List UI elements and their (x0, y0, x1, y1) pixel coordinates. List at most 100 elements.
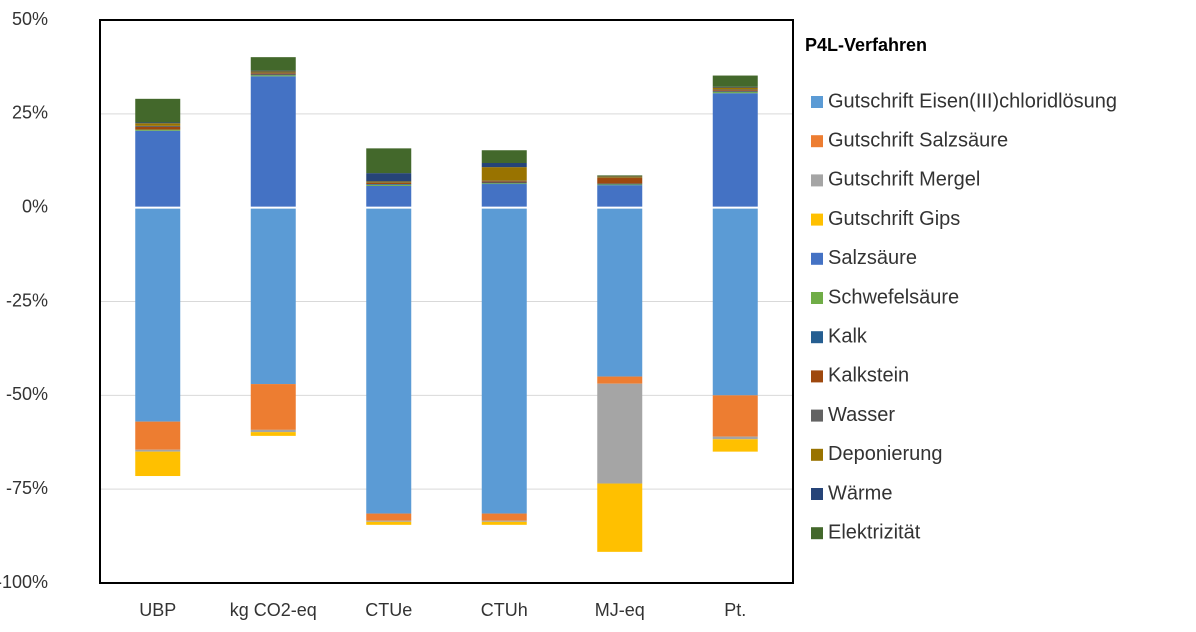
legend-label: Elektrizität (828, 521, 921, 543)
bar-segment (481, 150, 527, 164)
y-tick-label: 25% (12, 103, 48, 123)
bar-segment (366, 148, 412, 174)
bar-segment (250, 384, 296, 430)
bar-segment (366, 521, 412, 525)
y-tick-label: 50% (12, 9, 48, 29)
bar-segment (597, 184, 643, 186)
bar-segment (481, 184, 527, 208)
bar-segment (135, 126, 181, 130)
legend-swatch (811, 135, 823, 148)
bar-segment (597, 376, 643, 384)
y-tick-label: -100% (0, 572, 48, 592)
y-tick-label: -75% (6, 478, 48, 498)
bar-segment (481, 513, 527, 521)
bar-segment (597, 383, 643, 484)
bar-segment (712, 86, 758, 88)
bar-segment (597, 183, 643, 185)
bar-segment (135, 207, 181, 422)
bar-segment (250, 429, 296, 433)
bar-segment (712, 89, 758, 91)
bar-segment (481, 183, 527, 185)
x-tick-label: Pt. (724, 600, 746, 620)
y-tick-label: -50% (6, 384, 48, 404)
bar-segment (366, 184, 412, 185)
y-tick-label: 0% (22, 196, 48, 216)
bar-segment (366, 181, 412, 183)
bar-segment (135, 98, 181, 123)
bar-segment (135, 125, 181, 127)
bar-segment (135, 122, 181, 124)
bar-segment (250, 74, 296, 76)
bar-segment (481, 182, 527, 184)
bar-segment (250, 72, 296, 74)
legend-swatch (811, 409, 823, 422)
bar-segment (712, 87, 758, 90)
x-tick-label: MJ-eq (595, 600, 645, 620)
bar-segment (250, 71, 296, 73)
bar-segment (712, 90, 758, 92)
bar-segment (481, 167, 527, 181)
legend-label: Salzsäure (828, 247, 917, 269)
x-tick-label: kg CO2-eq (230, 600, 317, 620)
x-tick-label: CTUe (365, 600, 412, 620)
bar-segment (481, 163, 527, 168)
bar-segment (135, 129, 181, 131)
legend-swatch (811, 488, 823, 500)
bar-segment (366, 513, 412, 521)
legend-label: Wärme (828, 482, 892, 504)
legend-swatch (811, 448, 823, 461)
plot-border (99, 19, 794, 584)
bar-segment (481, 181, 527, 183)
bar-segment (712, 395, 758, 437)
bar-segment (366, 520, 412, 522)
bar-segment (250, 207, 296, 385)
bar-segment (481, 520, 527, 522)
bar-segment (250, 432, 296, 436)
legend-label: Deponierung (828, 443, 943, 465)
bar-segment (250, 73, 296, 75)
bar-segment (481, 207, 527, 514)
legend-swatch (811, 96, 823, 108)
legend-title: P4L-Verfahren (805, 35, 927, 55)
bar-segment (135, 421, 181, 450)
bar-segment (712, 75, 758, 87)
bar-segment (712, 436, 758, 440)
y-tick-label: -25% (6, 290, 48, 310)
bar-segment (250, 70, 296, 72)
bar-segment (366, 184, 412, 186)
legend-swatch (811, 213, 823, 226)
legend-swatch (811, 370, 823, 383)
bar-segment (250, 57, 296, 71)
bar-segment (712, 91, 758, 93)
bar-segment (250, 76, 296, 208)
legend-label: Gutschrift Gips (828, 208, 960, 230)
legend-swatch (811, 292, 823, 304)
bar-segment (597, 175, 643, 177)
legend-label: Schwefelsäure (828, 286, 959, 308)
bar-segment (250, 75, 296, 77)
x-tick-label: UBP (139, 600, 176, 620)
legend-label: Kalkstein (828, 365, 909, 387)
legend-swatch (811, 527, 823, 540)
x-tick-label: CTUh (481, 600, 528, 620)
bar-segment (135, 449, 181, 452)
legend-label: Gutschrift Mergel (828, 169, 980, 191)
legend-label: Gutschrift Eisen(III)chloridlösung (828, 90, 1117, 112)
legend-swatch (811, 174, 823, 187)
bar-segment (712, 93, 758, 208)
legend-label: Wasser (828, 404, 895, 426)
bar-segment (481, 180, 527, 182)
bar-segment (597, 483, 643, 552)
bar-segment (597, 178, 643, 184)
bar-segment (366, 173, 412, 182)
bar-segment (597, 207, 643, 377)
bar-segment (135, 123, 181, 126)
bar-segment (135, 130, 181, 208)
bar-segment (481, 521, 527, 525)
legend-swatch (811, 331, 823, 344)
bar-segment (712, 207, 758, 396)
bar-segment (135, 451, 181, 477)
bar-segment (366, 182, 412, 185)
